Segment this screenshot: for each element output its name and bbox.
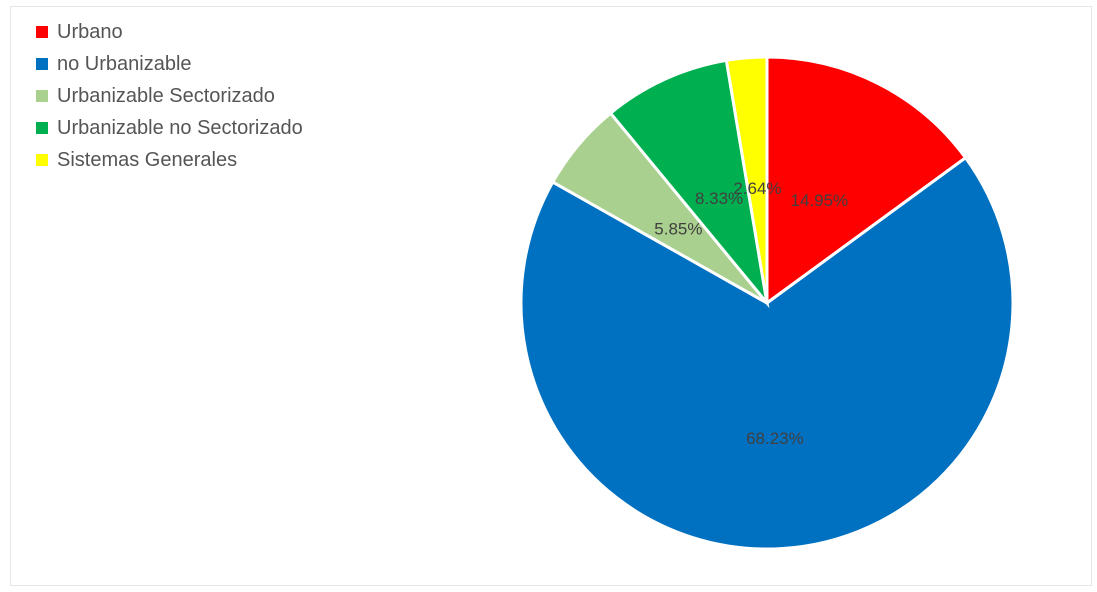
legend-item: Urbanizable Sectorizado	[36, 80, 303, 112]
pie-slice-urbano	[765, 55, 968, 306]
legend-item: Urbano	[36, 16, 303, 48]
legend-swatch	[36, 58, 48, 70]
legend-label: Urbano	[57, 21, 123, 43]
legend-swatch	[36, 90, 48, 102]
legend-swatch	[36, 122, 48, 134]
chart-legend: Urbano no Urbanizable Urbanizable Sectoriz…	[36, 16, 303, 176]
data-label-sistemas-generales: 2.64%	[733, 179, 781, 198]
legend-swatch	[36, 26, 48, 38]
legend-item: Sistemas Generales	[36, 144, 303, 176]
legend-item: no Urbanizable	[36, 48, 303, 80]
legend-label: no Urbanizable	[57, 53, 192, 75]
data-label-urbanizable-sectorizado: 5.85%	[654, 220, 702, 239]
pie-slice-no-urbanizable	[519, 155, 1015, 551]
legend-label: Urbanizable Sectorizado	[57, 85, 275, 107]
data-label-no-urbanizable: 68.23%	[746, 429, 804, 448]
data-label-urbanizable-no-sectorizado: 8.33%	[695, 189, 743, 208]
legend-item: Urbanizable no Sectorizado	[36, 112, 303, 144]
pie-slice-sistemas-generales	[724, 55, 769, 304]
data-label-urbano: 14.95%	[790, 191, 848, 210]
pie-slice-urbanizable-no-sectorizado	[608, 58, 770, 309]
legend-label: Urbanizable no Sectorizado	[57, 117, 303, 139]
legend-label: Sistemas Generales	[57, 149, 238, 171]
legend-swatch	[36, 154, 48, 166]
